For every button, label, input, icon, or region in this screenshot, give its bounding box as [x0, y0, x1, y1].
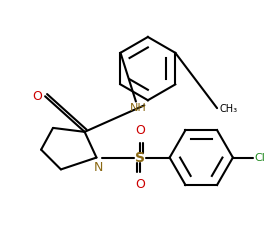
Text: N: N [94, 161, 103, 174]
Text: O: O [32, 90, 42, 103]
Text: O: O [135, 124, 145, 137]
Text: CH₃: CH₃ [219, 104, 237, 114]
Text: Cl: Cl [255, 153, 266, 162]
Text: S: S [135, 150, 145, 165]
Text: O: O [135, 178, 145, 191]
Text: NH: NH [130, 103, 146, 113]
